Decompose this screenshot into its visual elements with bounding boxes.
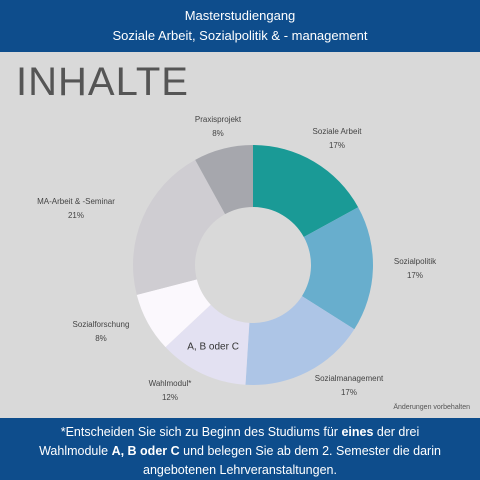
slice-label: Wahlmodul* xyxy=(149,379,192,388)
program-type: Masterstudiengang xyxy=(184,8,296,23)
program-name: Soziale Arbeit, Sozialpolitik & - manage… xyxy=(112,28,368,43)
slice-ma-arbeit-seminar xyxy=(132,159,226,295)
slice-label: Praxisprojekt xyxy=(195,115,242,124)
header-banner: Masterstudiengang Soziale Arbeit, Sozial… xyxy=(0,0,480,52)
slice-value-label: 8% xyxy=(212,129,224,138)
donut-chart: Soziale Arbeit 17% Sozialpolitik 17% Sozialm… xyxy=(37,115,437,402)
slice-sozialpolitik xyxy=(301,207,373,330)
slice-sozialmanagement xyxy=(245,296,355,386)
footer-text-1: *Entscheiden Sie sich zu Beginn des Stud… xyxy=(60,425,342,439)
slice-soziale-arbeit xyxy=(253,145,359,238)
slice-value-label: 17% xyxy=(407,271,423,280)
slice-value-label: 21% xyxy=(68,211,84,220)
slice-label: Sozialforschung xyxy=(73,320,130,329)
slice-label: Sozialpolitik xyxy=(394,257,437,266)
footer-text-5: angebotenen Lehrveranstaltungen. xyxy=(143,463,337,477)
slice-label: MA-Arbeit & -Seminar xyxy=(37,197,115,206)
disclaimer-note: Änderungen vorbehalten xyxy=(393,404,470,411)
page-title: INHALTE xyxy=(16,60,189,104)
slice-wahlmodul xyxy=(165,304,250,385)
footer-text-4: und belegen Sie ab dem 2. Semester die d… xyxy=(179,444,441,458)
slice-praxisprojekt xyxy=(195,145,253,215)
slice-value-label: 17% xyxy=(341,388,357,397)
footer-banner: *Entscheiden Sie sich zu Beginn des Stud… xyxy=(0,418,480,480)
slice-label: Sozialmanagement xyxy=(315,374,384,383)
footer-text-3: Wahlmodule xyxy=(39,444,112,458)
footer-text-2: der drei xyxy=(373,425,420,439)
slice-value-label: 17% xyxy=(329,141,345,150)
slice-sozialforschung xyxy=(136,279,211,348)
footer-bold-1: eines xyxy=(341,425,374,439)
slice-value-label: 12% xyxy=(162,393,178,402)
slice-label: Soziale Arbeit xyxy=(313,127,363,136)
footer-bold-2: A, B oder C xyxy=(111,444,180,458)
slice-inner-label: A, B oder C xyxy=(187,342,239,353)
slice-value-label: 8% xyxy=(95,334,107,343)
